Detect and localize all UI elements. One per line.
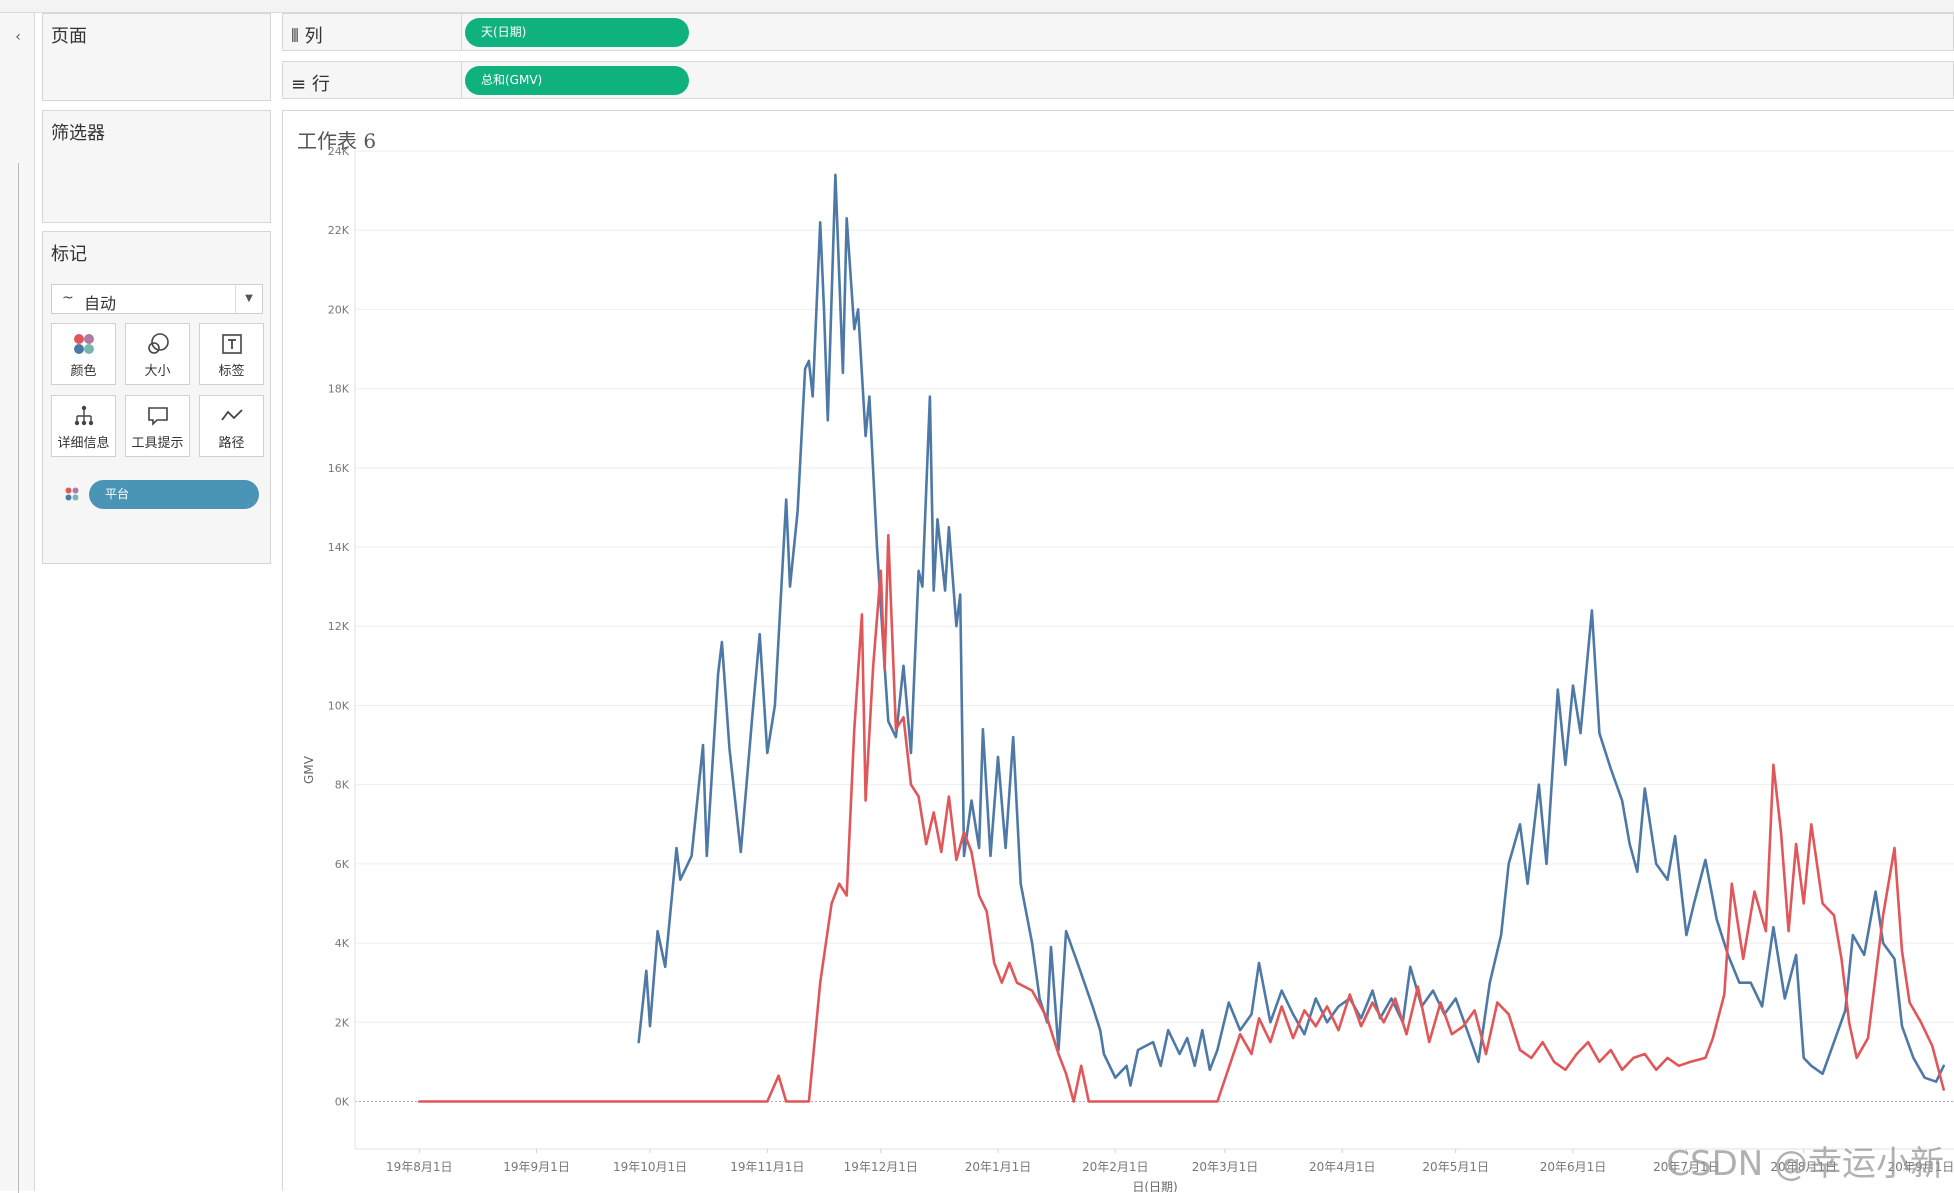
label-mark-button[interactable]: 标签 <box>199 323 264 385</box>
rows-shelf: ≡ 行 总和(GMV) <box>282 61 1954 99</box>
rows-shelf-label: ≡ 行 <box>291 70 471 96</box>
y-tick-label: 10K <box>328 699 350 712</box>
y-tick-label: 6K <box>335 858 350 871</box>
y-tick-label: 18K <box>328 383 350 396</box>
x-tick-label: 20年8月1日 <box>1770 1160 1837 1174</box>
platform-color-pill[interactable]: 平台 <box>89 480 259 509</box>
series-line-red <box>418 533 1945 1103</box>
x-tick-label: 20年3月1日 <box>1192 1160 1259 1174</box>
rows-shelf-separator <box>461 62 462 98</box>
y-tick-label: 4K <box>335 937 350 950</box>
y-tick-label: 20K <box>328 303 350 316</box>
pages-card-title: 页面 <box>51 26 87 47</box>
csdn-watermark: CSDN @幸运小新 <box>1666 1144 1944 1184</box>
columns-shelf-text: 列 <box>304 26 323 47</box>
y-tick-label: 14K <box>328 541 350 554</box>
tooltip-mark-button[interactable]: 工具提示 <box>125 395 190 457</box>
line-mark-icon: ~ <box>62 290 74 306</box>
x-tick-label: 20年2月1日 <box>1082 1160 1149 1174</box>
rows-shelf-text: 行 <box>311 74 330 95</box>
top-toolbar-strip <box>0 0 1954 13</box>
columns-icon: ⦀ <box>291 26 299 47</box>
y-axis-title: GMV <box>302 755 316 784</box>
collapse-pane-icon[interactable]: ‹ <box>15 29 21 45</box>
pane-divider <box>18 163 19 1193</box>
marks-card: 标记 ~ 自动 ▼ 颜色 大小 标签 详细信息 <box>42 231 271 564</box>
x-tick-label: 20年5月1日 <box>1422 1160 1489 1174</box>
color-encoding-icon <box>65 487 79 501</box>
detail-mark-button[interactable]: 详细信息 <box>51 395 116 457</box>
label-mark-label: 标签 <box>218 364 245 379</box>
x-tick-label: 19年11月1日 <box>730 1160 804 1174</box>
series-line-blue <box>637 173 1945 1087</box>
color-mark-button[interactable]: 颜色 <box>51 323 116 385</box>
x-tick-label: 19年10月1日 <box>613 1160 687 1174</box>
sum-gmv-pill[interactable]: 总和(GMV) <box>465 66 689 95</box>
gmv-line-chart[interactable]: 0K 2K 4K 6K 8K 10K 12K 14K 16K 18K 20K 22K 24K 19年8月1… <box>283 111 1954 1192</box>
size-mark-label: 大小 <box>144 364 171 379</box>
filters-card-title: 筛选器 <box>51 123 105 144</box>
color-icon <box>73 334 94 354</box>
y-tick-label: 8K <box>335 779 350 792</box>
columns-shelf-separator <box>461 14 462 50</box>
detail-icon <box>74 405 93 426</box>
x-axis-title: 日(日期) <box>1132 1180 1177 1192</box>
path-mark-button[interactable]: 路径 <box>199 395 264 457</box>
mark-type-dropdown[interactable]: ~ 自动 ▼ <box>51 284 263 314</box>
rows-icon: ≡ <box>291 74 307 95</box>
x-tick-label: 20年9月1日 <box>1888 1160 1954 1174</box>
detail-mark-label: 详细信息 <box>57 436 110 451</box>
y-tick-label: 16K <box>328 462 350 475</box>
y-tick-label: 22K <box>328 224 350 237</box>
columns-shelf-label: ⦀ 列 <box>291 22 471 48</box>
worksheet-view[interactable]: 工作表 6 0K 2K 4K 6K 8K 10K 12K 14K 16K 18K 20K 22K 24K… <box>282 110 1954 1192</box>
size-mark-button[interactable]: 大小 <box>125 323 190 385</box>
x-tick-label: 20年7月1日 <box>1653 1160 1720 1174</box>
y-tick-label: 2K <box>335 1016 350 1029</box>
marks-card-title: 标记 <box>51 244 87 265</box>
color-mark-label: 颜色 <box>70 364 97 379</box>
x-tick-label: 19年9月1日 <box>503 1160 570 1174</box>
day-date-pill[interactable]: 天(日期) <box>465 18 689 47</box>
columns-shelf: ⦀ 列 天(日期) <box>282 13 1954 51</box>
pages-card[interactable]: 页面 <box>42 13 271 101</box>
filters-card[interactable]: 筛选器 <box>42 110 271 223</box>
x-tick-label: 20年6月1日 <box>1540 1160 1607 1174</box>
chevron-down-icon[interactable]: ▼ <box>235 285 262 313</box>
y-tick-label: 24K <box>328 145 350 158</box>
y-tick-label: 0K <box>335 1095 350 1108</box>
x-tick-label: 19年12月1日 <box>844 1160 918 1174</box>
collapsed-data-pane: ‹ <box>0 13 35 1193</box>
tooltip-icon <box>147 407 168 426</box>
sheet-title: 工作表 6 <box>297 129 377 153</box>
x-tick-label: 19年8月1日 <box>386 1160 453 1174</box>
path-mark-label: 路径 <box>218 436 245 451</box>
x-tick-label: 20年4月1日 <box>1309 1160 1376 1174</box>
x-tick-label: 20年1月1日 <box>965 1160 1032 1174</box>
label-icon <box>221 334 242 354</box>
path-icon <box>220 409 243 421</box>
mark-type-value: 自动 <box>84 294 117 313</box>
tooltip-mark-label: 工具提示 <box>131 436 184 451</box>
size-icon <box>147 333 169 354</box>
y-tick-label: 12K <box>328 620 350 633</box>
